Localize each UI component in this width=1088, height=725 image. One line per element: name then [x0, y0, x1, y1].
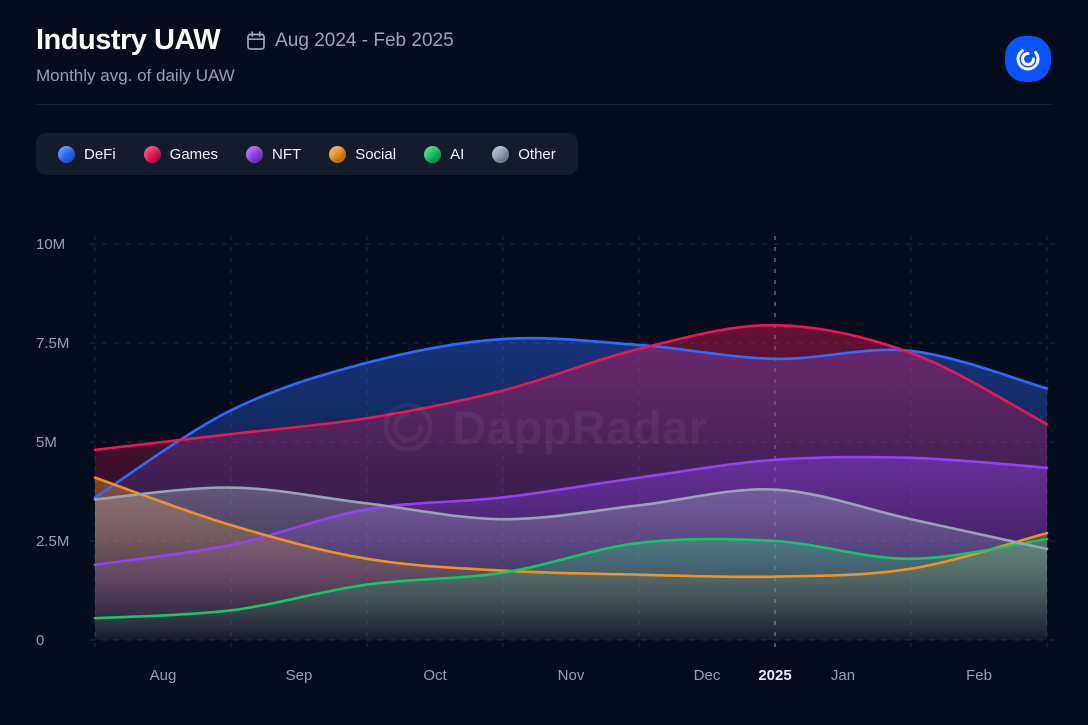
title-row: Industry UAW Aug 2024 - Feb 2025 [36, 24, 1052, 57]
legend-dot-social [329, 145, 347, 163]
area-games [95, 325, 1047, 640]
area-nft [95, 457, 1047, 640]
y-axis-label: 7.5M [36, 335, 69, 352]
page-title: Industry UAW [36, 24, 221, 56]
watermark-text: DappRadar [452, 400, 708, 454]
legend-item-defi[interactable]: DeFi [58, 145, 116, 163]
x-axis-label-sep: Sep [286, 667, 313, 684]
area-defi [95, 338, 1047, 640]
y-axis-label: 2.5M [36, 533, 69, 550]
legend-item-games[interactable]: Games [143, 145, 219, 163]
x-axis-label-feb: Feb [966, 667, 992, 684]
line-social [93, 476, 1049, 579]
legend-dot-defi [58, 145, 75, 163]
legend: DeFi Games NFT Social AI Other [36, 133, 578, 175]
legend-label: Games [169, 145, 219, 163]
line-defi [93, 336, 1049, 499]
area-other [95, 487, 1047, 640]
area-social [95, 477, 1047, 640]
x-axis-label-jan: Jan [831, 667, 855, 684]
x-axis-label-dec: Dec [694, 667, 721, 684]
chart-subtitle: Monthly avg. of daily UAW [36, 66, 235, 85]
line-other [93, 486, 1049, 551]
x-axis-label-2025: 2025 [758, 667, 791, 684]
watermark: DappRadar [0, 399, 1088, 455]
y-axis-label: 10M [36, 236, 65, 253]
legend-item-other[interactable]: Other [492, 145, 556, 163]
legend-item-ai[interactable]: AI [424, 145, 465, 163]
y-axis-label: 0 [36, 632, 44, 649]
legend-item-social[interactable]: Social [329, 145, 397, 163]
header-divider [36, 104, 1052, 105]
legend-label: Other [518, 145, 556, 163]
y-axis-label: 5M [36, 434, 57, 451]
watermark-logo-icon [383, 402, 433, 452]
header: Industry UAW Aug 2024 - Feb 2025 Monthly… [0, 0, 1088, 105]
legend-label: Social [355, 145, 397, 163]
date-range: Aug 2024 - Feb 2025 [246, 30, 454, 52]
calendar-icon [247, 30, 266, 50]
legend-label: DeFi [84, 145, 116, 163]
dappradar-logo[interactable] [1005, 36, 1051, 82]
legend-item-nft[interactable]: NFT [246, 145, 302, 163]
x-axis-label-nov: Nov [558, 667, 585, 684]
area-ai [95, 538, 1047, 640]
legend-dot-ai [424, 145, 442, 163]
legend-dot-games [143, 145, 161, 163]
x-axis-label-oct: Oct [423, 667, 447, 684]
line-ai [93, 537, 1049, 620]
date-range-label: Aug 2024 - Feb 2025 [275, 29, 454, 51]
line-games [93, 323, 1049, 452]
legend-dot-other [492, 145, 510, 163]
legend-dot-nft [246, 145, 264, 163]
dappradar-logo-icon [1016, 47, 1040, 71]
line-nft [93, 455, 1049, 567]
legend-label: AI [450, 145, 465, 163]
x-axis-label-aug: Aug [150, 667, 177, 684]
legend-label: NFT [272, 145, 302, 163]
